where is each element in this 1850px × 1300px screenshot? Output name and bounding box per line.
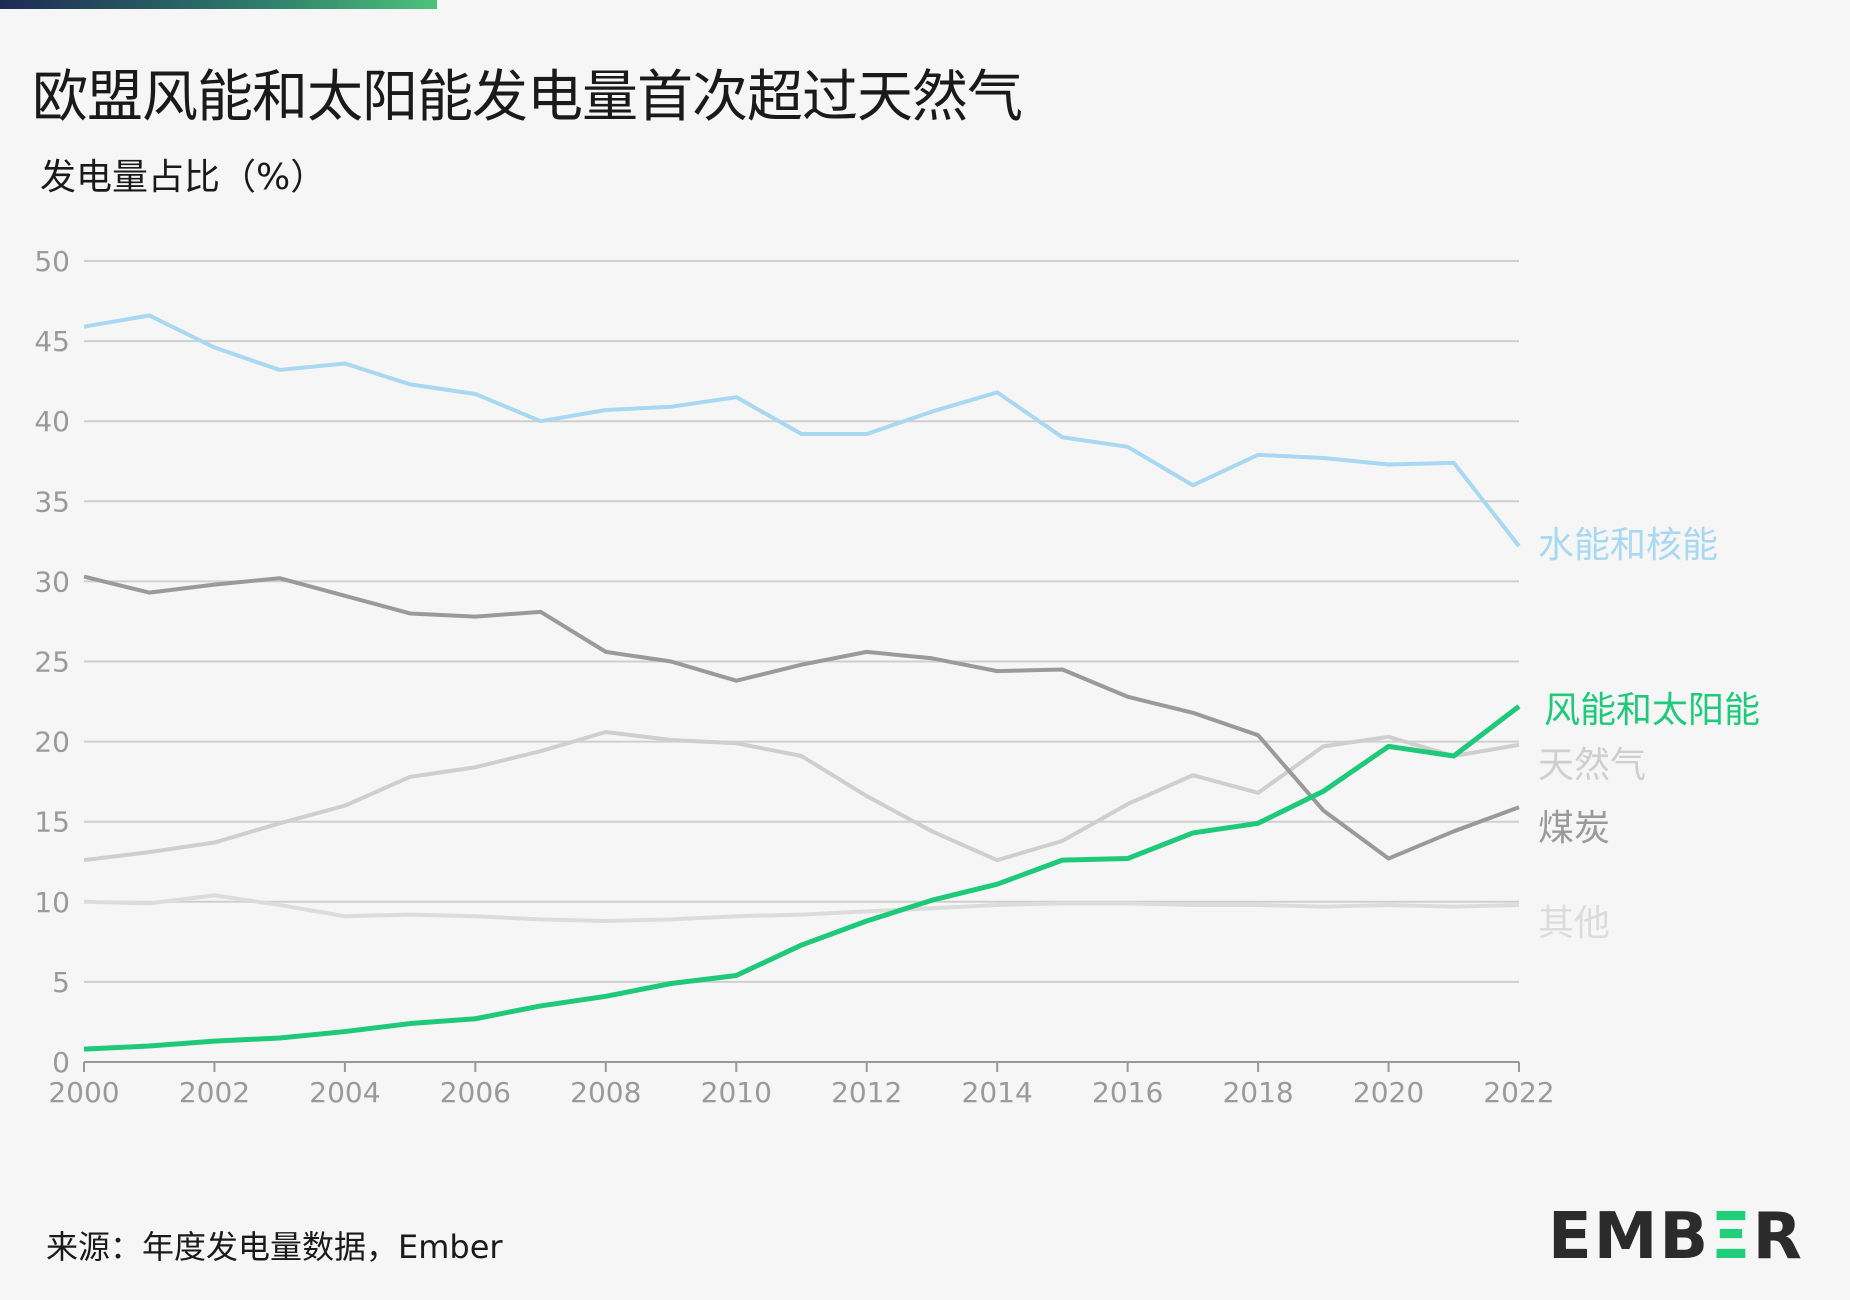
x-tick-label: 2002 bbox=[179, 1076, 250, 1109]
series-label: 水能和核能 bbox=[1538, 525, 1718, 566]
x-tick-label: 2000 bbox=[48, 1076, 119, 1109]
series-line-4 bbox=[83, 893, 1520, 924]
x-tick-label: 2016 bbox=[1092, 1076, 1163, 1109]
x-tick-label: 2014 bbox=[962, 1076, 1033, 1109]
x-tick-label: 2010 bbox=[701, 1076, 772, 1109]
y-tick-label: 45 bbox=[34, 325, 70, 358]
y-tick-label: 20 bbox=[34, 726, 70, 759]
series-line-0 bbox=[83, 313, 1521, 548]
chart-title: 欧盟风能和太阳能发电量首次超过天然气 bbox=[32, 65, 1023, 130]
y-tick-label: 50 bbox=[34, 245, 70, 278]
y-tick-label: 0 bbox=[52, 1046, 70, 1079]
series-label: 煤炭 bbox=[1538, 808, 1610, 849]
accent-bar bbox=[0, 0, 437, 9]
series-line-2 bbox=[83, 729, 1520, 863]
series-label: 其他 bbox=[1538, 903, 1610, 944]
chart-subtitle: 发电量占比（%） bbox=[40, 157, 327, 198]
y-tick-label: 35 bbox=[34, 485, 70, 518]
y-tick-label: 25 bbox=[34, 646, 70, 679]
x-tick-label: 2012 bbox=[831, 1076, 902, 1109]
series-line-1 bbox=[83, 704, 1521, 1052]
y-tick-label: 30 bbox=[34, 565, 70, 598]
x-tick-label: 2008 bbox=[570, 1076, 641, 1109]
x-tick-label: 2004 bbox=[309, 1076, 380, 1109]
series-line-3 bbox=[83, 574, 1520, 861]
y-tick-label: 15 bbox=[34, 806, 70, 839]
series-label: 天然气 bbox=[1538, 745, 1646, 786]
y-tick-label: 5 bbox=[52, 966, 70, 999]
x-tick-label: 2022 bbox=[1483, 1076, 1554, 1109]
x-tick-label: 2006 bbox=[440, 1076, 511, 1109]
y-tick-label: 10 bbox=[34, 886, 70, 919]
x-tick-label: 2018 bbox=[1222, 1076, 1293, 1109]
ember-logo: EMBΞR bbox=[1548, 1200, 1804, 1274]
x-tick-label: 2020 bbox=[1353, 1076, 1424, 1109]
y-tick-label: 40 bbox=[34, 405, 70, 438]
source-note: 来源：年度发电量数据，Ember bbox=[46, 1228, 503, 1266]
series-label: 风能和太阳能 bbox=[1544, 690, 1760, 731]
